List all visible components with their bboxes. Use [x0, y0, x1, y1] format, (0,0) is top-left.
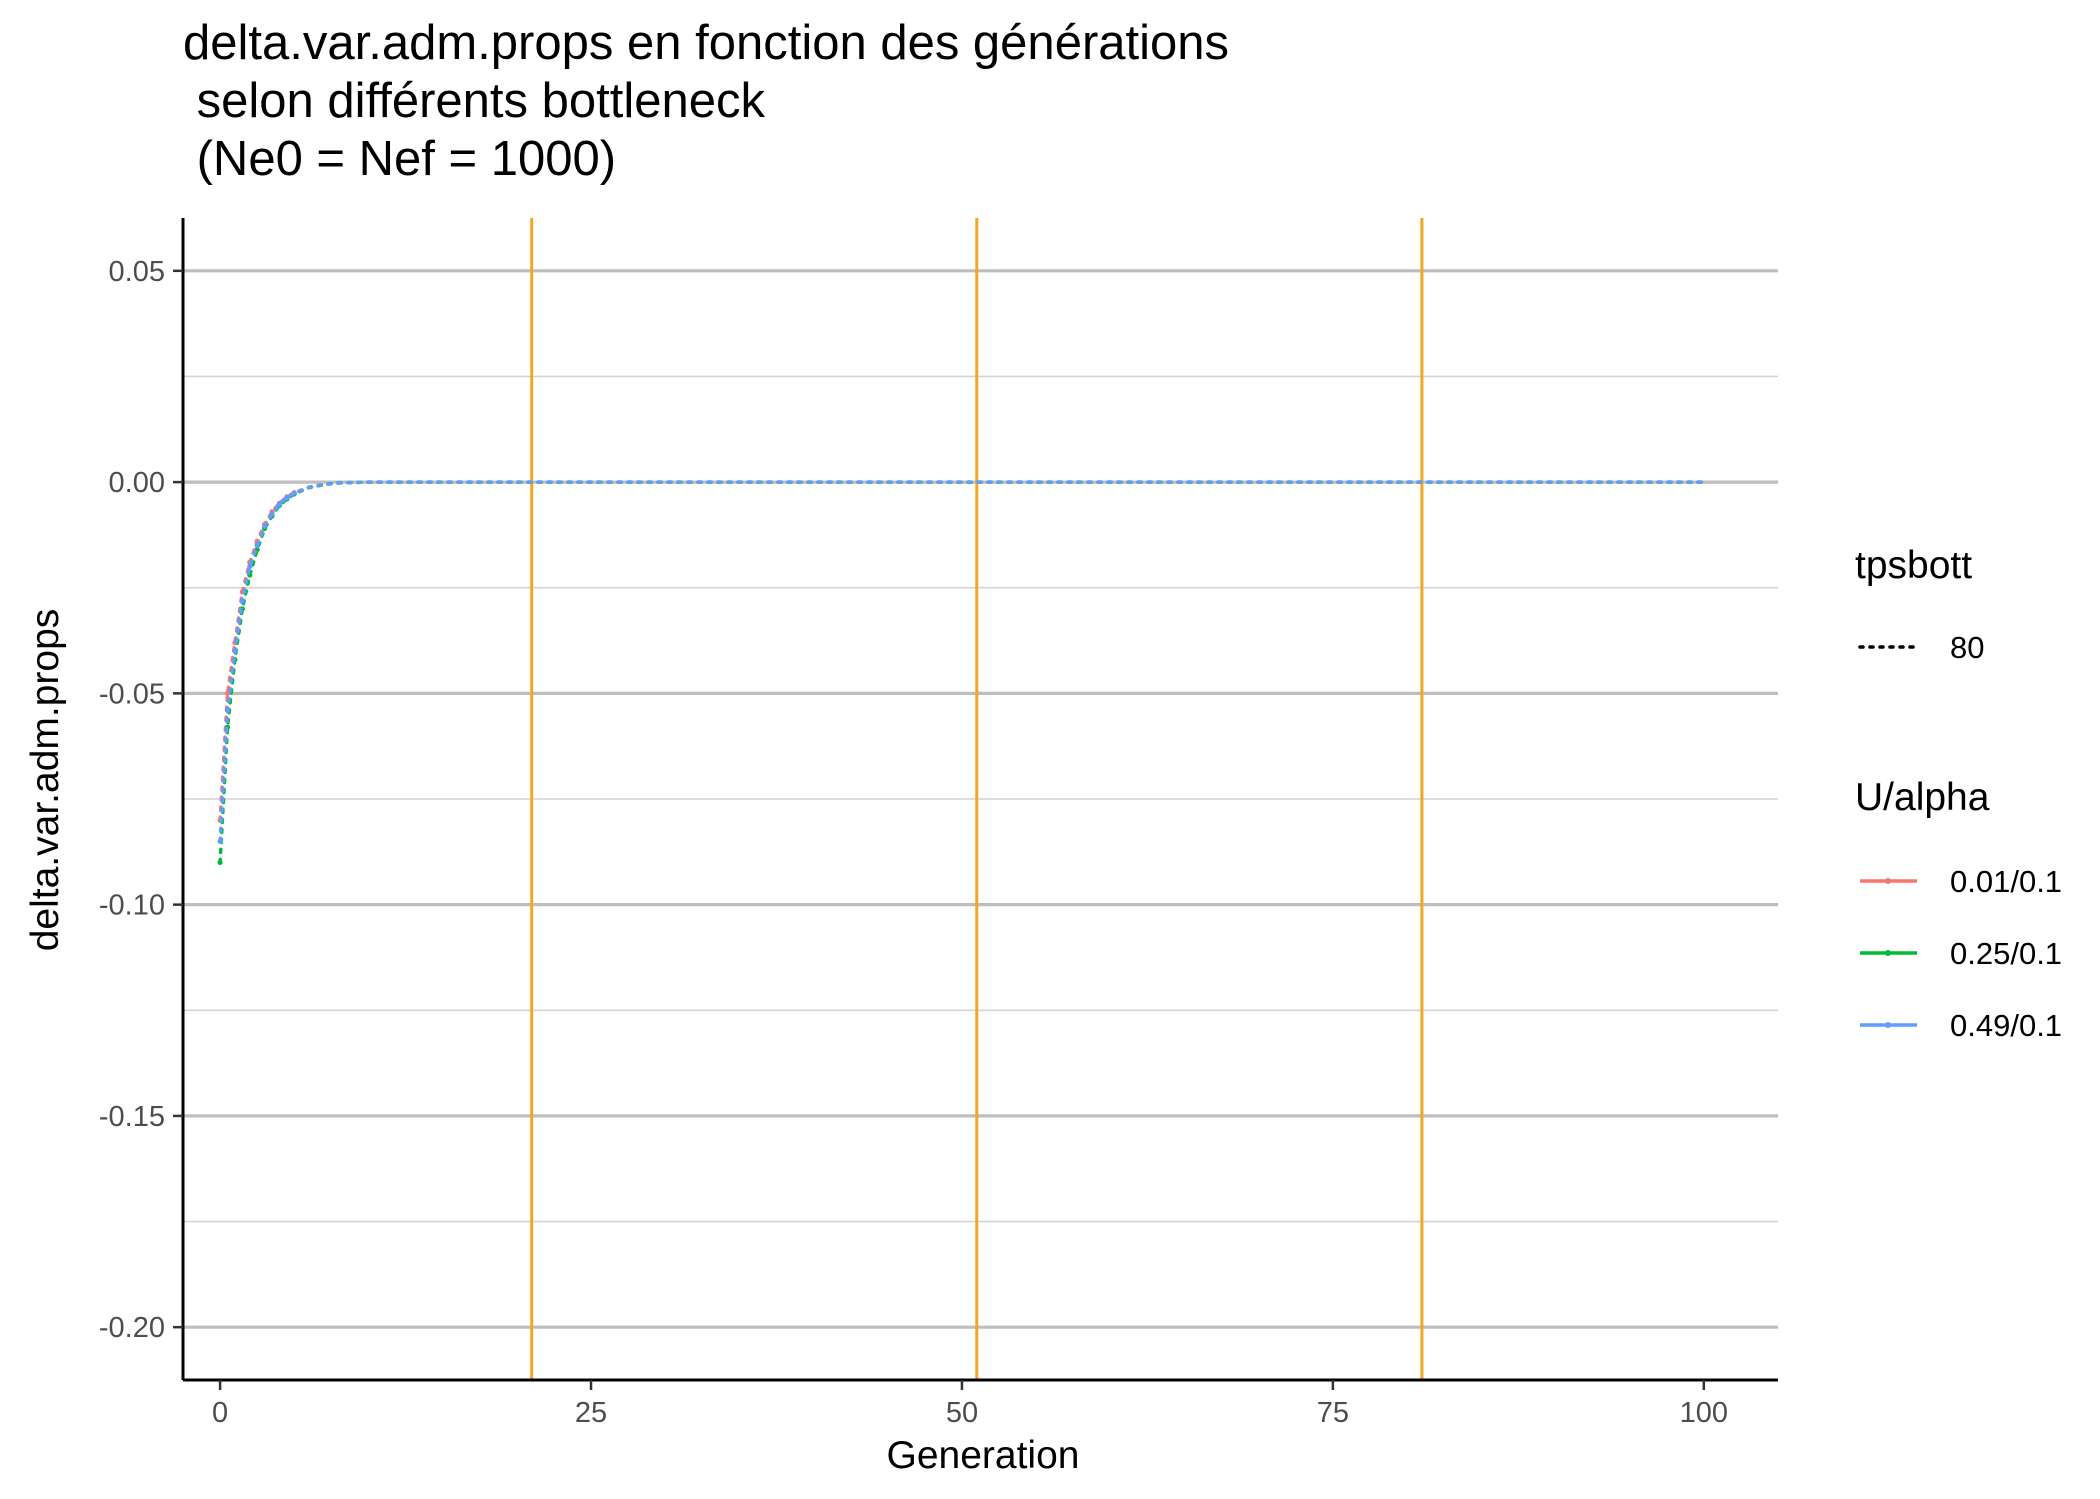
y-tick-label: -0.10 [99, 890, 165, 922]
series-point [217, 838, 223, 844]
legend-label: 0.01/0.1 [1950, 864, 2062, 899]
x-tick-label: 100 [1680, 1397, 1728, 1429]
legend-label: 80 [1950, 630, 1984, 665]
series-point [239, 597, 245, 604]
series-point [232, 648, 238, 654]
tick-labels: 0.05 0.00 -0.05 -0.10 -0.15 -0.20 0 25 50 75 100 [99, 256, 1728, 1429]
minor-gridlines [183, 375, 1778, 1223]
series-line-0.49/0.1 [218, 480, 1706, 844]
legend-key-point [1885, 1022, 1891, 1028]
legend-label: 0.49/0.1 [1950, 1008, 2062, 1043]
x-tick-label: 0 [212, 1397, 228, 1429]
series-point [217, 859, 223, 865]
series-line-0.25/0.1 [218, 480, 1706, 865]
legend-key-point [1885, 878, 1891, 884]
series-point [276, 501, 283, 507]
legend-title-tpsbott: tpsbott [1855, 544, 1972, 587]
y-tick-label: -0.15 [99, 1101, 165, 1133]
series-point [224, 707, 231, 713]
legend: tpsbott 80 U/alpha 0.01/0.1 0.25/0.1 0.49/0.1 [1855, 544, 2062, 1043]
x-tick-label: 50 [946, 1397, 978, 1429]
y-tick-label: -0.05 [99, 678, 165, 710]
series-lines [217, 480, 1706, 865]
series-point [284, 495, 290, 501]
series-point [247, 564, 253, 570]
x-axis-title: Generation [887, 1434, 1080, 1477]
series-line-0.01/0.1 [218, 480, 1706, 822]
series-point [291, 490, 297, 496]
legend-key-point [1885, 950, 1891, 956]
y-axis-title: delta.var.adm.props [24, 609, 67, 952]
y-tick-label: 0.05 [109, 256, 165, 288]
legend-label: 0.25/0.1 [1950, 936, 2062, 971]
legend-title-ualpha: U/alpha [1855, 776, 1990, 819]
series-point [262, 523, 268, 530]
series-point [254, 542, 260, 549]
axes [173, 218, 1778, 1390]
y-tick-label: 0.00 [109, 467, 165, 499]
x-tick-label: 75 [1317, 1397, 1349, 1429]
reference-vlines [530, 218, 1424, 1380]
chart-title: delta.var.adm.props en fonction des géné… [183, 16, 1230, 186]
series-point [269, 511, 275, 517]
x-tick-label: 25 [575, 1397, 607, 1429]
y-tick-label: -0.20 [99, 1312, 165, 1344]
